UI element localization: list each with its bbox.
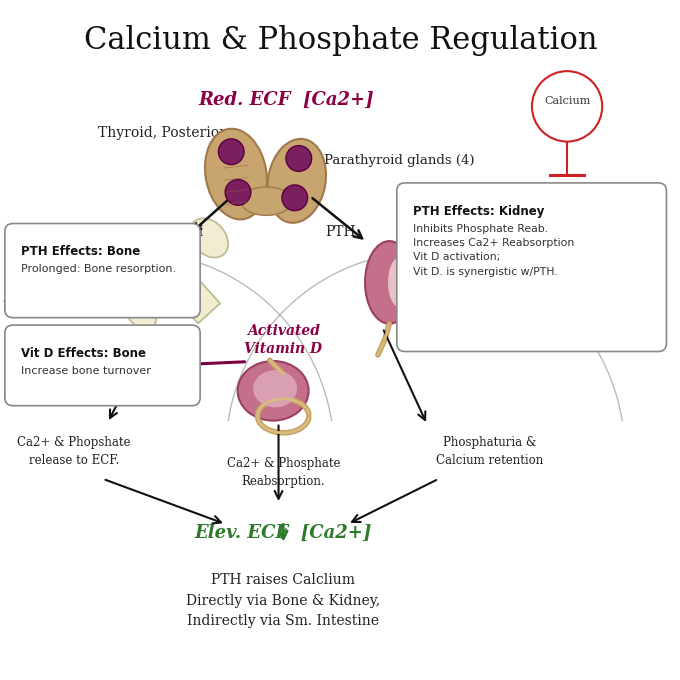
Text: Elev. ECF  [Ca2+]: Elev. ECF [Ca2+] — [194, 524, 372, 542]
Ellipse shape — [365, 241, 413, 324]
Text: Calcium & Phosphate Regulation: Calcium & Phosphate Regulation — [84, 25, 598, 56]
Text: PTH: PTH — [173, 224, 204, 239]
Text: Inhibits Phosphate Reab.
Increases Ca2+ Reabsorption
Vit D activation;
Vit D. is: Inhibits Phosphate Reab. Increases Ca2+ … — [413, 224, 575, 277]
Text: PTH: PTH — [326, 224, 356, 239]
Ellipse shape — [398, 262, 413, 302]
Text: Ca2+ & Phopshate
release to ECF.: Ca2+ & Phopshate release to ECF. — [17, 437, 131, 467]
Circle shape — [225, 180, 251, 205]
Polygon shape — [130, 228, 220, 324]
Ellipse shape — [126, 298, 156, 329]
Ellipse shape — [388, 257, 412, 308]
Circle shape — [286, 146, 311, 171]
FancyBboxPatch shape — [397, 183, 666, 352]
FancyBboxPatch shape — [5, 224, 200, 318]
FancyBboxPatch shape — [5, 325, 200, 406]
Ellipse shape — [205, 129, 267, 220]
Text: Vit D Effects: Bone: Vit D Effects: Bone — [21, 347, 146, 360]
Ellipse shape — [253, 370, 297, 407]
Text: PTH raises Calclium
Directly via Bone & Kidney,
Indirectly via Sm. Intestine: PTH raises Calclium Directly via Bone & … — [186, 573, 380, 628]
Circle shape — [218, 139, 244, 165]
Text: Calcium: Calcium — [544, 96, 590, 106]
Ellipse shape — [241, 187, 292, 216]
Text: Activated
Vitamin D: Activated Vitamin D — [244, 324, 322, 356]
Text: Phosphaturia &
Calcium retention: Phosphaturia & Calcium retention — [436, 437, 543, 467]
Text: Thyroid, Posterior: Thyroid, Posterior — [98, 126, 226, 141]
Text: Ca2+ & Phosphate
Reabsorption.: Ca2+ & Phosphate Reabsorption. — [226, 456, 340, 488]
Ellipse shape — [267, 139, 326, 223]
Text: PTH Effects: Bone: PTH Effects: Bone — [21, 245, 140, 258]
Text: Increase bone turnover: Increase bone turnover — [21, 366, 151, 376]
Text: Red. ECF  [Ca2+]: Red. ECF [Ca2+] — [199, 90, 375, 109]
Text: PTH Effects: Kidney: PTH Effects: Kidney — [413, 205, 545, 218]
Text: Prolonged: Bone resorption.: Prolonged: Bone resorption. — [21, 264, 176, 274]
Circle shape — [282, 185, 307, 211]
Ellipse shape — [398, 256, 418, 309]
Ellipse shape — [190, 218, 228, 258]
Text: Parathyroid glands (4): Parathyroid glands (4) — [324, 154, 475, 167]
Ellipse shape — [237, 361, 309, 421]
